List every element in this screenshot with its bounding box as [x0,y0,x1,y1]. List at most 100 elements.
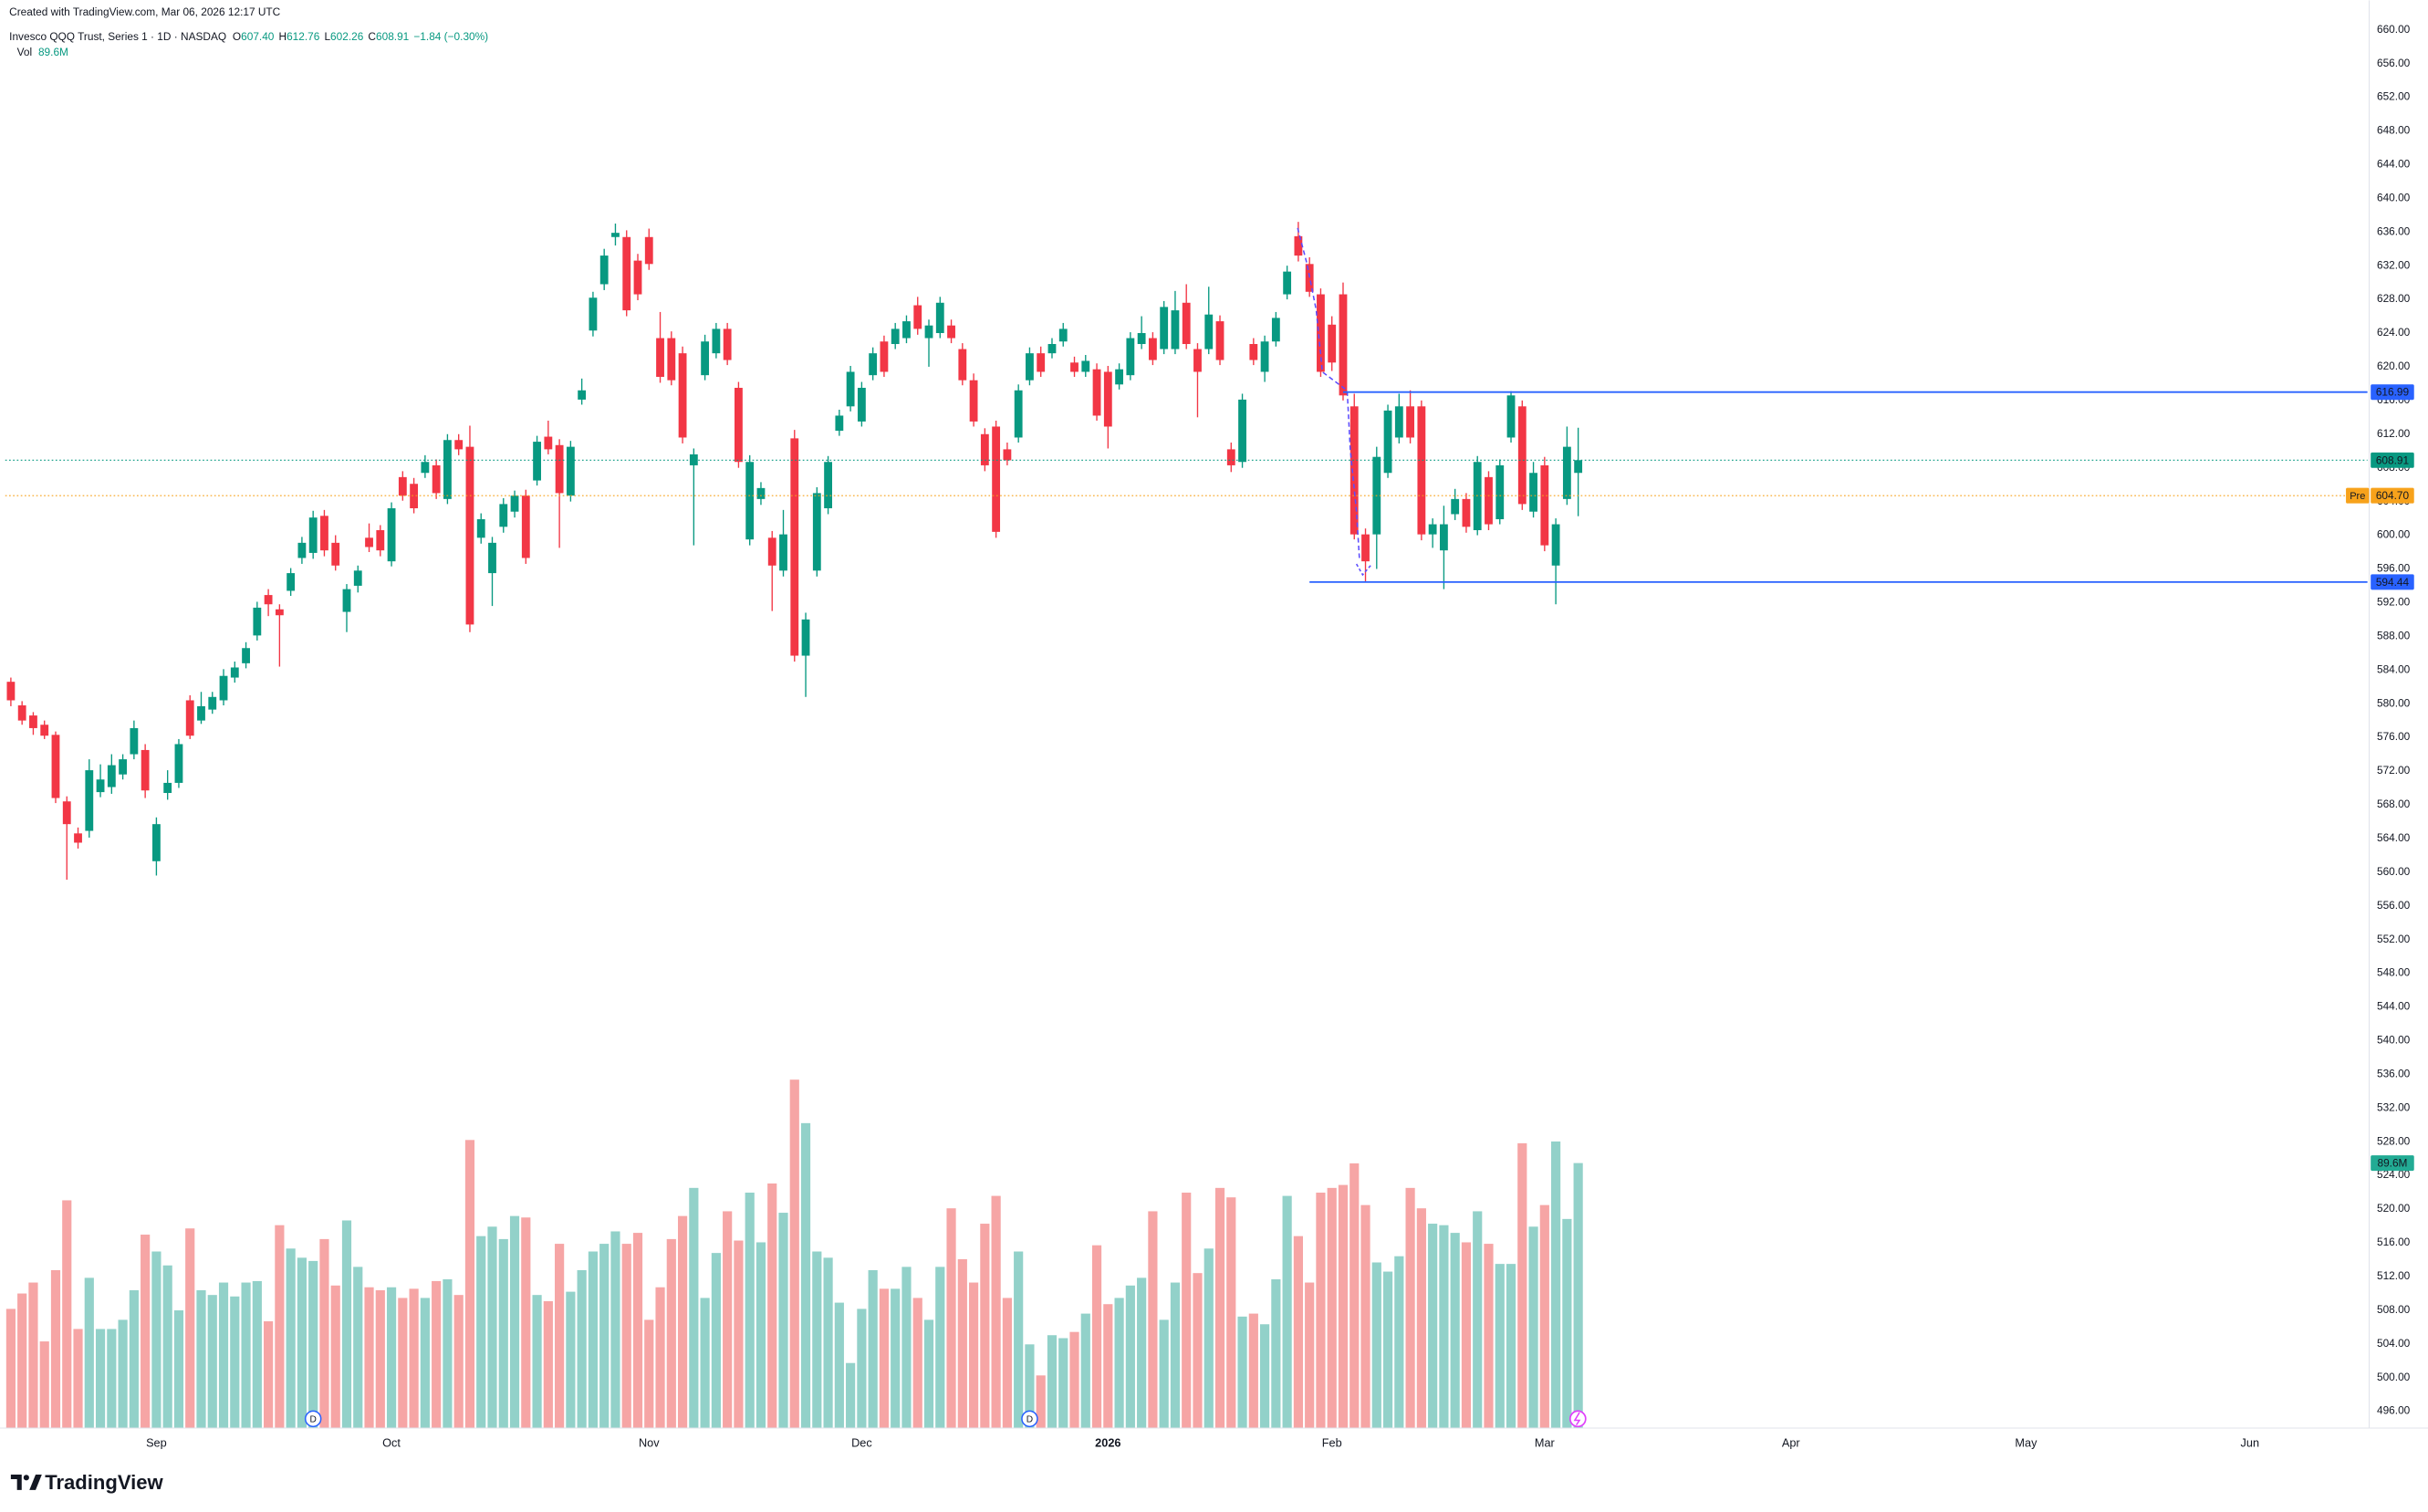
volume-bar [218,1282,229,1429]
volume-bar [509,1215,520,1429]
volume-bar [543,1300,553,1429]
volume-bar [1069,1331,1079,1429]
volume-bar [1002,1298,1012,1429]
candle-body [208,696,217,710]
volume-bar [588,1251,599,1429]
y-tick-label: 548.00 [2377,966,2411,979]
candle-body [1260,341,1269,372]
candle-body [622,236,631,311]
volume-bar [1137,1277,1147,1429]
volume-bar [364,1287,374,1429]
volume-bar [1204,1248,1214,1429]
y-tick-label: 560.00 [2377,865,2411,878]
volume-bar [73,1329,83,1429]
y-tick-label: 556.00 [2377,899,2411,912]
volume-badge [2371,1155,2414,1172]
candle-body [432,464,441,494]
volume-bar [734,1240,744,1429]
volume-bar [1506,1264,1516,1429]
volume-bar [50,1269,61,1429]
candle-body [678,353,687,438]
volume-bar [846,1362,856,1429]
candle-body [185,700,194,736]
candle-body [824,462,832,509]
volume-bar [386,1287,397,1429]
candle-body [1092,369,1101,416]
volume-bar [409,1288,419,1429]
volume-bar [341,1220,352,1429]
price-badge [2371,574,2414,590]
volume-bar [1159,1319,1169,1429]
volume-bar [980,1224,990,1429]
volume-bar [1182,1193,1192,1429]
candle-body [1574,460,1583,474]
candle-body [1037,353,1046,372]
volume-bar [129,1289,139,1429]
volume-bar [1394,1256,1404,1429]
candle-body [163,782,172,794]
alert-icon[interactable] [1568,1410,1587,1428]
candle-body [1506,395,1516,438]
volume-bar [1058,1338,1068,1429]
logo-mark [23,1475,29,1481]
volume-bar [330,1285,340,1429]
volume-bar [375,1289,385,1429]
legend-value: 612.76 [287,30,320,43]
volume-bar [723,1211,733,1429]
y-tick-label: 504.00 [2377,1337,2411,1350]
volume-bar [1260,1324,1270,1429]
volume-bar [1551,1141,1561,1429]
candle-body [1226,449,1235,465]
volume-bar [5,1309,16,1429]
candle-body [1406,406,1415,438]
volume-bar [398,1298,408,1429]
event-marker[interactable] [1021,1410,1038,1428]
price-badge [2371,452,2414,468]
volume-bar [599,1244,610,1429]
candle-body [846,371,855,407]
candle-body [17,705,26,721]
volume-bar [901,1267,912,1429]
candle-body [376,530,385,551]
logo: TradingView [10,1471,164,1494]
candle-body [599,255,609,285]
volume-bar [968,1282,979,1429]
volume-bar [1047,1335,1058,1429]
volume-bar [1517,1142,1527,1429]
candle-body [869,353,878,376]
y-tick-label: 644.00 [2377,158,2411,171]
candle-body [1462,498,1471,527]
y-tick-label: 620.00 [2377,360,2411,372]
volume-bar [1562,1218,1572,1429]
candle-body [40,725,49,736]
volume-bar [555,1244,565,1429]
candle-body [130,727,139,755]
volume-bar [1360,1204,1370,1429]
candle-body [1339,294,1348,396]
volume-bar [1439,1225,1449,1429]
candle-body [510,495,519,512]
price-tag [2346,487,2370,504]
y-tick-label: 512.00 [2377,1269,2411,1282]
candle-body [633,260,642,295]
candle-body [1014,390,1023,438]
volume-bar [1125,1285,1135,1429]
volume-bar [107,1329,117,1429]
volume-bar [1091,1245,1102,1429]
volume-bar [141,1235,151,1429]
volume-bar [173,1310,184,1429]
candle-body [476,519,485,538]
candle-body [219,675,228,701]
candle-body [1171,310,1180,349]
candle-body [578,390,587,400]
volume-bar [1573,1163,1583,1429]
y-tick-label: 656.00 [2377,57,2411,69]
y-tick-label: 588.00 [2377,629,2411,641]
event-marker[interactable] [304,1410,322,1428]
candle-body [1003,449,1012,461]
price-badge [2371,487,2414,504]
volume-bar [666,1238,676,1429]
y-tick-label: 580.00 [2377,696,2411,709]
x-tick-label: Apr [1782,1435,1801,1449]
